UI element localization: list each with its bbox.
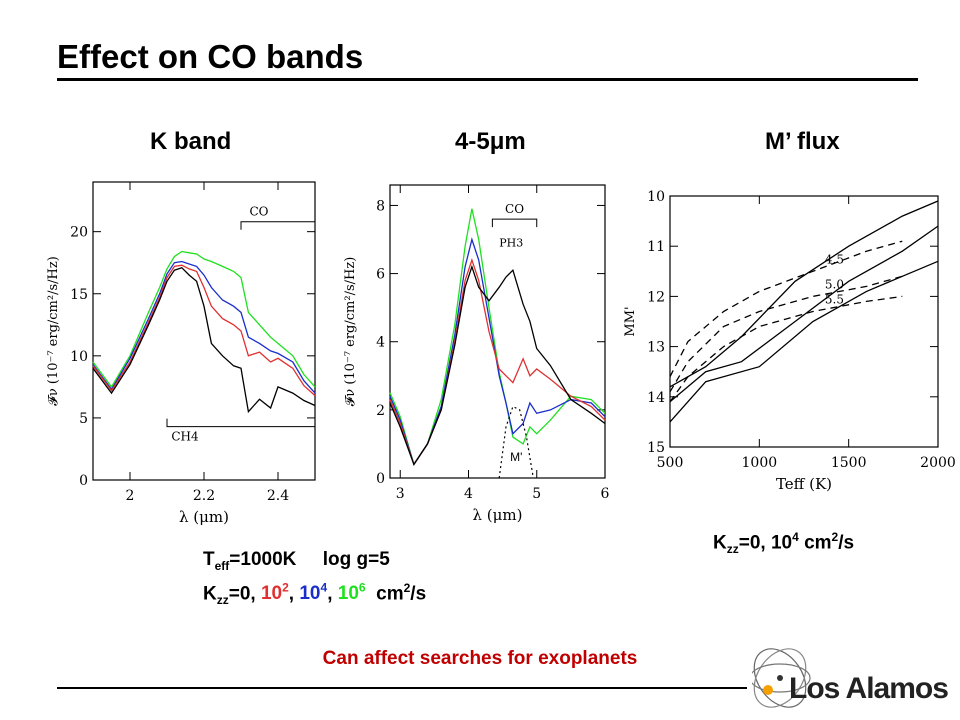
chart1-annotation-ph3: PH3 <box>499 236 523 249</box>
chart1-filter-curve <box>498 405 534 479</box>
chart-title-co-band: 4-5μm <box>455 128 526 155</box>
caption-kzz: Kzz=0, 102, 104, 106 cm2/s <box>203 581 427 608</box>
chart2-ytick-label-4: 14 <box>647 390 665 406</box>
chart2-ytick-label-2: 12 <box>647 289 665 305</box>
chart0-frame <box>92 181 316 481</box>
logo-text: Los Alamos <box>789 672 949 705</box>
chart2-frame <box>669 195 939 448</box>
chart0-ytick-label-3: 15 <box>70 287 88 303</box>
chart2-series-line-0 <box>669 240 903 377</box>
chart2-series-label-1: 5.0 <box>825 277 844 291</box>
chart1-series-line-0 <box>389 208 606 466</box>
chart0-ylabel: 𝓕ν (10⁻⁷ erg/cm²/s/Hz) <box>46 256 61 406</box>
chart1-ytick-label-2: 4 <box>376 335 385 351</box>
chart0-ytick-label-1: 5 <box>79 411 88 427</box>
chart1-annotation-m: M' <box>510 450 522 464</box>
chart2-ytick-label-0: 10 <box>647 189 665 205</box>
caption-teff: Teff=1000K log g=5 <box>203 549 390 573</box>
chart1-ylabel: 𝓕ν (10⁻⁷ erg/cm²/s/Hz) <box>343 257 358 407</box>
caption-kzz-mflux: Kzz=0, 104 cm2/s <box>713 530 855 557</box>
chart2-ylabel: MM' <box>623 306 638 336</box>
chart2-xtick-label-1: 1000 <box>742 455 778 471</box>
chart0-series-line-3 <box>92 266 316 414</box>
chart2-xtick-label-3: 2000 <box>920 455 956 471</box>
chart2-series-line-4 <box>669 225 939 403</box>
chart1-frame <box>389 184 606 479</box>
slide-title: Effect on CO bands <box>57 38 364 75</box>
kzz-value-6: 106 <box>337 581 366 605</box>
chart1-series-line-1 <box>389 237 606 466</box>
chart0-series-line-1 <box>92 260 316 394</box>
chart2-series-line-1 <box>669 275 903 393</box>
chart0-ytick-label-2: 10 <box>70 349 88 365</box>
chart1-xtick-label-2: 5 <box>532 486 541 502</box>
chart2-ytick-label-5: 15 <box>647 440 665 456</box>
bottom-rule <box>57 687 747 689</box>
chart2-xlabel: Teff (K) <box>776 475 832 493</box>
chart2-series-line-5 <box>669 260 939 423</box>
chart2-series-label-2: 5.5 <box>825 292 844 306</box>
chart1-ytick-label-3: 6 <box>376 267 385 283</box>
chart0-ytick-label-4: 20 <box>70 225 88 241</box>
chart1-ytick-label-4: 8 <box>376 198 385 214</box>
title-underline <box>57 78 918 81</box>
chart0-annotation-ch4: CH4 <box>171 430 199 444</box>
kzz-value-4: 104 <box>299 581 328 605</box>
chart1-co-bracket <box>491 218 538 228</box>
chart2-ytick-label-1: 11 <box>647 239 665 255</box>
chart2-series-label-0: 4.5 <box>825 252 844 266</box>
chart0-xlabel: λ (μm) <box>179 508 229 526</box>
chart0-ytick-label-0: 0 <box>79 473 88 489</box>
chart2-xtick-label-0: 500 <box>657 455 684 471</box>
los-alamos-logo <box>752 648 811 708</box>
chart1-series-line-3 <box>389 264 606 466</box>
chart1-xtick-label-0: 3 <box>396 486 405 502</box>
chart2-series-line-3 <box>669 200 939 388</box>
footnote: Can affect searches for exoplanets <box>322 648 638 669</box>
chart1-xtick-label-1: 4 <box>464 486 473 502</box>
chart1-xtick-label-3: 6 <box>601 486 610 502</box>
chart1-series-line-2 <box>389 257 606 466</box>
chart-title-m-flux: M’ flux <box>765 128 840 155</box>
chart-title-k-band: K band <box>150 128 232 155</box>
chart0-ch4-bracket <box>166 418 315 428</box>
kzz-value-2: 102 <box>260 581 289 605</box>
chart2-series-line-2 <box>669 295 903 403</box>
chart0-annotation-co: CO <box>249 205 268 219</box>
chart0-series-line-2 <box>92 264 316 397</box>
chart1-annotation-co: CO <box>505 202 524 216</box>
chart1-xlabel: λ (μm) <box>473 506 523 524</box>
chart0-series-line-0 <box>92 250 316 389</box>
chart1-ytick-label-1: 2 <box>376 403 385 419</box>
chart2-ytick-label-3: 13 <box>647 340 665 356</box>
chart2-xtick-label-2: 1500 <box>831 455 867 471</box>
chart0-xtick-label-1: 2.2 <box>193 488 215 504</box>
chart0-xtick-label-0: 2 <box>126 488 135 504</box>
chart1-ytick-label-0: 0 <box>376 471 385 487</box>
chart0-co-bracket <box>240 221 315 230</box>
chart0-xtick-label-2: 2.4 <box>267 488 289 504</box>
